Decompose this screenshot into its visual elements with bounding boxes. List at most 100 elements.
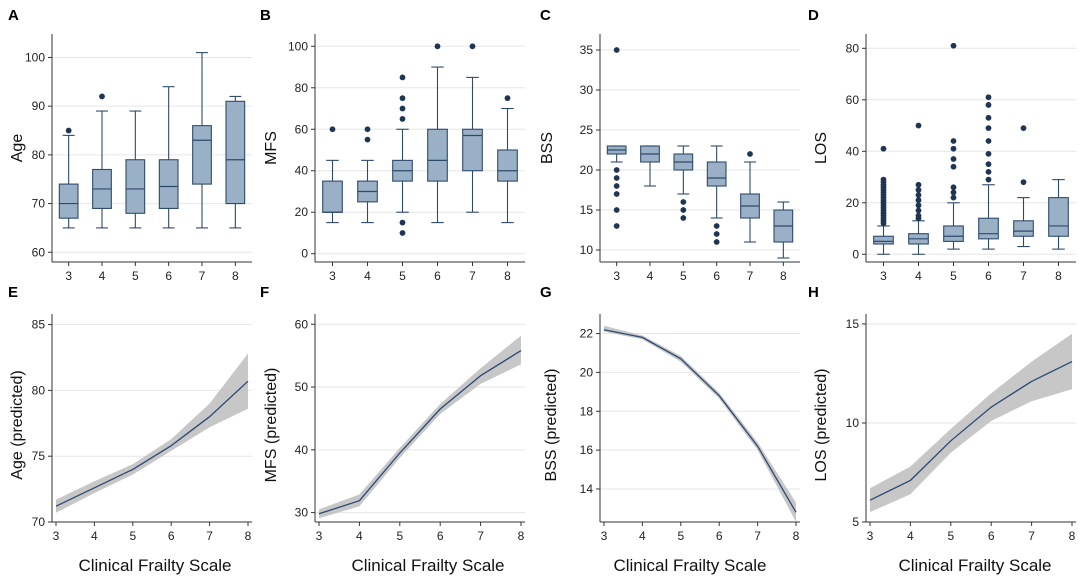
panel-b-outlier [399,115,406,122]
panel-b-outlier [329,126,336,133]
panel-c-y-tick-label: 15 [580,203,594,217]
panel-d-outlier [985,138,992,144]
panel-c-box [706,161,727,187]
panel-a: A Age 60 70 80 90 100 3 4 5 6 7 8 [8,7,252,283]
panel-b-box-group [462,43,483,213]
panel-d-y-tick-label: 40 [846,144,860,158]
panel-g-x-tick-label: 3 [601,529,608,543]
panel-f-x-tick-label: 4 [356,529,363,543]
panel-c-box-group [773,201,794,259]
panel-b-outlier [399,74,406,81]
panel-a-box-group [58,127,79,229]
panel-d-box [873,235,894,245]
panel-d-outlier [880,176,887,183]
panel-d: D LOS 0 20 40 60 80 3 4 5 6 7 8 [808,7,1076,283]
panel-e-y-title: Age (predicted) [9,370,26,479]
panel-c-outlier [680,215,687,221]
panel-g-x-tick-label: 7 [754,529,761,543]
panel-b-x-tick-label: 6 [434,269,441,283]
panel-c-outlier [613,175,620,181]
panel-f-plot: 30 40 50 60 3 4 5 6 7 8 [295,314,525,543]
panel-d-outlier [915,212,922,219]
panel-b-y-tick-label: 40 [295,164,309,178]
panel-a-plot: 60 70 80 90 100 3 4 5 6 7 8 [25,34,252,283]
panel-e-x-tick-label: 8 [245,529,252,543]
panel-b-plot: 0 20 40 60 80 100 3 4 5 6 7 8 [288,34,525,283]
panel-a-y-tick-label: 80 [32,148,46,162]
panel-d-outlier [915,202,922,209]
panel-e-predicted-line [55,380,249,507]
panel-e-x-tick-label: 4 [91,529,98,543]
panel-a-x-tick-label: 8 [232,269,239,283]
panel-d-box-group [908,122,929,255]
panel-e-x-title: Clinical Frailty Scale [78,556,231,575]
panel-f: F MFS (predicted) Clinical Frailty Scale… [260,284,525,575]
panel-c-box-group [706,145,727,245]
panel-h-x-tick-label: 6 [988,529,995,543]
panel-b-outlier [364,136,371,143]
panel-g-letter: G [540,284,552,301]
panel-b-y-tick-label: 20 [295,205,309,219]
panel-f-predicted-line [318,350,522,515]
panel-a-y-tick-label: 60 [32,245,46,259]
panel-g-y-tick-label: 16 [580,443,594,457]
panel-c-y-tick-label: 30 [580,83,594,97]
panel-f-x-tick-label: 8 [518,529,525,543]
panel-f-letter: F [260,284,269,301]
panel-d-outlier [985,176,992,183]
panel-g-y-tick-label: 18 [580,404,594,418]
panel-d-x-tick-label: 7 [1020,269,1027,283]
panel-b-box-group [322,126,343,224]
panel-f-y-tick-label: 50 [295,380,309,394]
panel-e-plot: 70 75 80 85 3 4 5 6 7 8 [32,314,252,543]
panel-c-outlier [613,207,620,213]
panel-d-y-tick-label: 0 [852,247,859,261]
panel-d-outlier [950,156,957,162]
panel-g-y-tick-label: 22 [580,327,594,341]
panel-b-y-tick-label: 80 [295,81,309,95]
panel-d-plot: 0 20 40 60 80 3 4 5 6 7 8 [846,34,1076,283]
panel-e-y-tick-label: 70 [32,515,46,529]
panel-c-x-tick-label: 3 [613,269,620,283]
panel-d-outlier [915,207,922,214]
panel-f-x-tick-label: 7 [477,529,484,543]
panel-b-y-tick-label: 100 [288,39,308,53]
panel-d-box [943,225,964,242]
panel-d-outlier [985,161,992,168]
panel-d-outlier [950,194,957,201]
panel-c-x-tick-label: 4 [647,269,654,283]
panel-d-x-tick-label: 8 [1055,269,1062,283]
panel-d-outlier [985,168,992,175]
panel-d-outlier [950,189,957,196]
panel-d-y-tick-label: 80 [846,41,860,55]
panel-c-y-tick-label: 25 [580,123,594,137]
panel-f-x-title: Clinical Frailty Scale [351,556,504,575]
panel-d-y-tick-label: 20 [846,196,860,210]
panel-e-x-tick-label: 5 [129,529,136,543]
panel-g-predicted-line [603,329,797,513]
panel-a-outlier [99,93,105,100]
panel-b-y-tick-label: 60 [295,122,309,136]
panel-b-x-tick-label: 4 [364,269,371,283]
panel-e-letter: E [8,284,18,301]
panel-e-confidence-band [56,353,248,513]
panel-a-box-group [125,110,146,229]
panel-h-x-title: Clinical Frailty Scale [898,556,1051,575]
panel-b-outlier [399,230,406,236]
panel-d-outlier [950,138,957,144]
panel-d-y-tick-label: 60 [846,93,860,107]
panel-d-outlier [985,125,992,132]
panel-f-x-tick-label: 6 [437,529,444,543]
panel-b-box [497,149,518,182]
panel-b-y-title: MFS [263,131,280,165]
panel-a-y-tick-label: 70 [32,197,46,211]
panel-e-x-tick-label: 6 [168,529,175,543]
panel-d-outlier [880,145,887,152]
panel-c-box-group [740,151,760,243]
panel-a-box-group [225,95,246,229]
panel-a-y-tick-label: 100 [25,50,45,64]
panel-a-box [125,159,146,214]
panel-a-x-tick-label: 5 [132,269,139,283]
panel-g-x-tick-label: 4 [639,529,646,543]
